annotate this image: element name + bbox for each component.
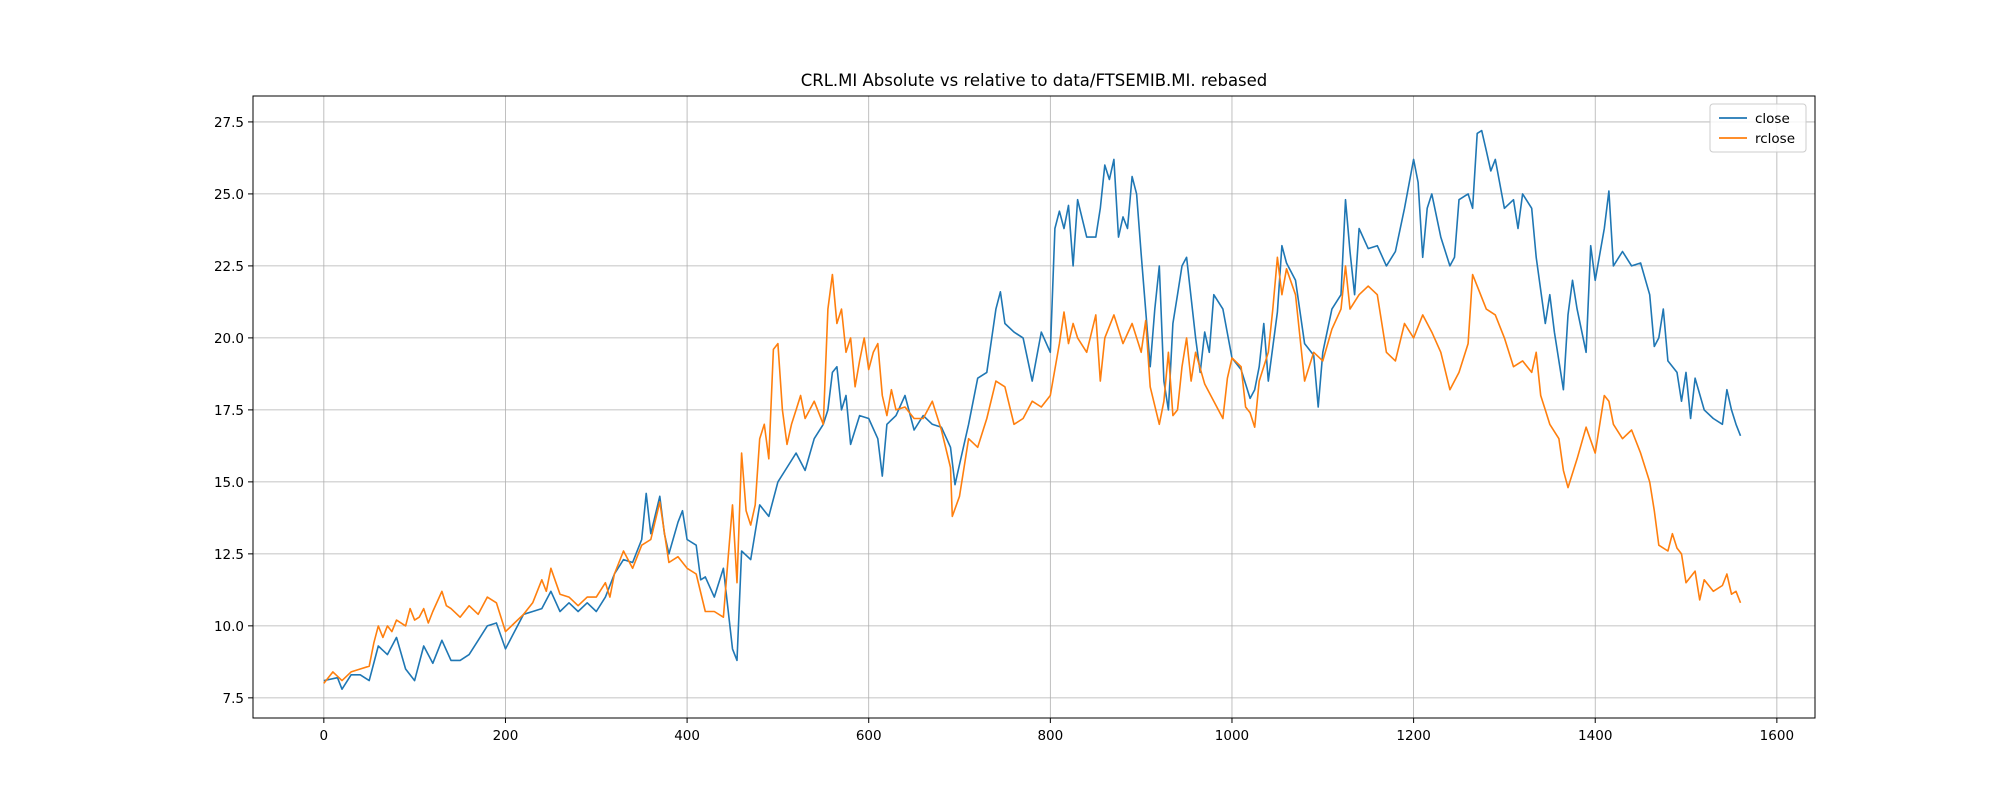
y-tick-label: 22.5: [214, 259, 244, 275]
x-tick-label: 1400: [1578, 728, 1612, 744]
axes-frame: [252, 95, 1816, 719]
y-tick-label: 20.0: [214, 331, 244, 347]
x-tick-label: 200: [493, 728, 519, 744]
legend: close rclose: [1709, 103, 1807, 153]
y-tick-label: 15.0: [214, 475, 244, 491]
legend-box: [1709, 103, 1807, 153]
y-tick-label: 10.0: [214, 619, 244, 635]
legend-label-close: close: [1755, 111, 1790, 127]
y-tick-label: 17.5: [214, 403, 244, 419]
series-line-rclose: [323, 256, 1742, 684]
series-layer: [323, 129, 1742, 690]
x-tick-label: 1200: [1396, 728, 1430, 744]
x-tick-label: 400: [674, 728, 700, 744]
x-tick-label: 1600: [1760, 728, 1794, 744]
y-tick-label: 27.5: [214, 115, 244, 131]
x-tick-label: 800: [1037, 728, 1063, 744]
x-tick-label: 0: [320, 728, 329, 744]
legend-label-rclose: rclose: [1755, 131, 1795, 147]
series-line-close: [323, 129, 1742, 690]
y-tick-label: 25.0: [214, 187, 244, 203]
x-tick-label: 1000: [1215, 728, 1249, 744]
y-tick-label: 12.5: [214, 547, 244, 563]
chart-title: CRL.MI Absolute vs relative to data/FTSE…: [801, 71, 1268, 90]
y-tick-label: 7.5: [223, 691, 244, 707]
x-tick-label: 600: [856, 728, 882, 744]
grid-layer: [253, 96, 1815, 718]
ticks-layer: 0 200 400 600 800 1000 1200 1400 1600 7.5 10.0 12.5…: [214, 115, 1794, 744]
